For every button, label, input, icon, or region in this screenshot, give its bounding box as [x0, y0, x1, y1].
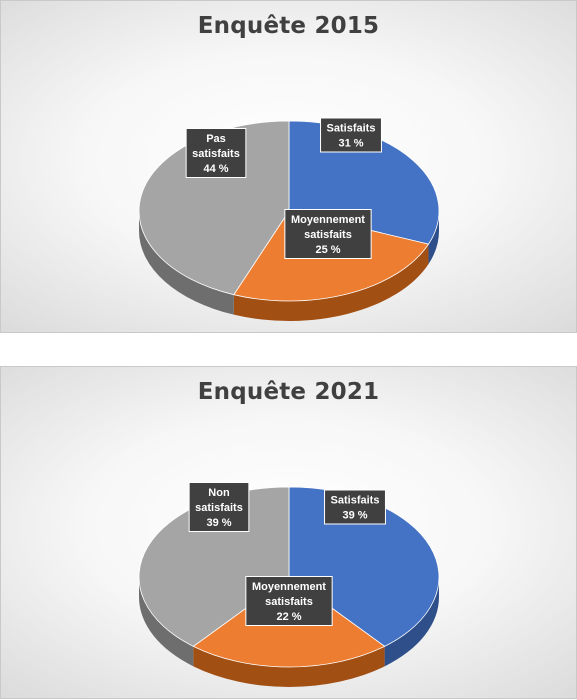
data-label: Satisfaits 31 % [320, 117, 382, 153]
data-label-category: Moyennement [291, 214, 365, 226]
pie-slice-side-1 [233, 244, 429, 321]
data-label: Satisfaits 39 % [324, 489, 386, 525]
data-label: Moyennement satisfaits 22 % [245, 576, 333, 626]
pie-slice-side-0 [428, 211, 439, 265]
data-label-category: Satisfaits [327, 123, 376, 135]
data-label-value: 39 % [206, 517, 231, 529]
chart-title: Enquête 2015 [197, 13, 380, 39]
data-label-value: 31 % [338, 138, 363, 150]
data-label-category: Satisfaits [331, 495, 380, 507]
data-label: Non satisfaits 39 % [188, 482, 250, 532]
data-label-value: 44 % [203, 163, 228, 175]
data-label-value: 39 % [342, 510, 367, 522]
data-label-category: Pas [206, 133, 226, 145]
data-label: Moyennement satisfaits 25 % [284, 209, 372, 259]
data-label-category: satisfaits [304, 229, 352, 241]
pie-chart-2021: Satisfaits 39 % Moyennement satisfaits 22 % N… [138, 482, 440, 687]
pie-slice-side-2 [139, 211, 234, 315]
pie-chart-2015: Satisfaits 31 % Moyennement satisfaits 25 % P… [138, 117, 440, 321]
pie-slice-side-0 [384, 577, 439, 667]
pie-slice-2 [138, 120, 290, 296]
pie-slice-side-2 [139, 577, 194, 667]
data-label-value: 25 % [315, 244, 340, 256]
pie-slice-side-1 [193, 646, 385, 687]
data-label-value: 22 % [276, 611, 301, 623]
data-label-category: satisfaits [265, 596, 313, 608]
chart-panel-2015: Enquête 2015 Satisfaits 31 % Moyennement sa… [0, 0, 577, 333]
data-label-category: satisfaits [192, 148, 240, 160]
data-label-category: Non [208, 487, 230, 499]
data-label-category: satisfaits [195, 502, 243, 514]
data-label: Pas satisfaits 44 % [185, 128, 247, 178]
chart-title: Enquête 2021 [197, 379, 380, 405]
data-label-category: Moyennement [252, 581, 326, 593]
chart-panel-2021: Enquête 2021 Satisfaits 39 % Moyennement sa… [0, 366, 577, 699]
